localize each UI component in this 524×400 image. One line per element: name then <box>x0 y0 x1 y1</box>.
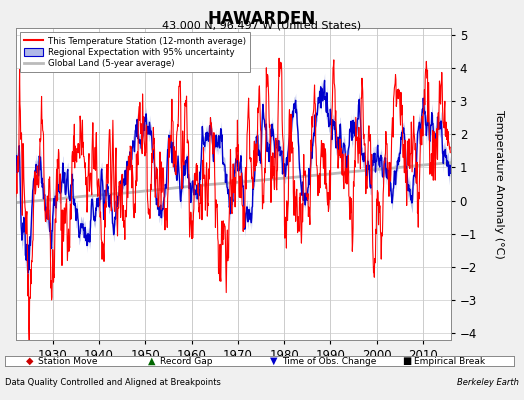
Text: ■: ■ <box>402 356 411 366</box>
Text: ◆: ◆ <box>26 356 33 366</box>
Text: Empirical Break: Empirical Break <box>414 356 486 366</box>
Legend: This Temperature Station (12-month average), Regional Expectation with 95% uncer: This Temperature Station (12-month avera… <box>20 32 250 72</box>
Text: Berkeley Earth: Berkeley Earth <box>457 378 519 387</box>
Text: Station Move: Station Move <box>38 356 98 366</box>
Text: 43.000 N, 96.497 W (United States): 43.000 N, 96.497 W (United States) <box>162 21 362 31</box>
Text: Record Gap: Record Gap <box>160 356 213 366</box>
Text: HAWARDEN: HAWARDEN <box>208 10 316 28</box>
Y-axis label: Temperature Anomaly (°C): Temperature Anomaly (°C) <box>494 110 504 258</box>
Text: ▼: ▼ <box>269 356 277 366</box>
Text: ▲: ▲ <box>148 356 155 366</box>
Text: Data Quality Controlled and Aligned at Breakpoints: Data Quality Controlled and Aligned at B… <box>5 378 221 387</box>
Text: Time of Obs. Change: Time of Obs. Change <box>282 356 377 366</box>
